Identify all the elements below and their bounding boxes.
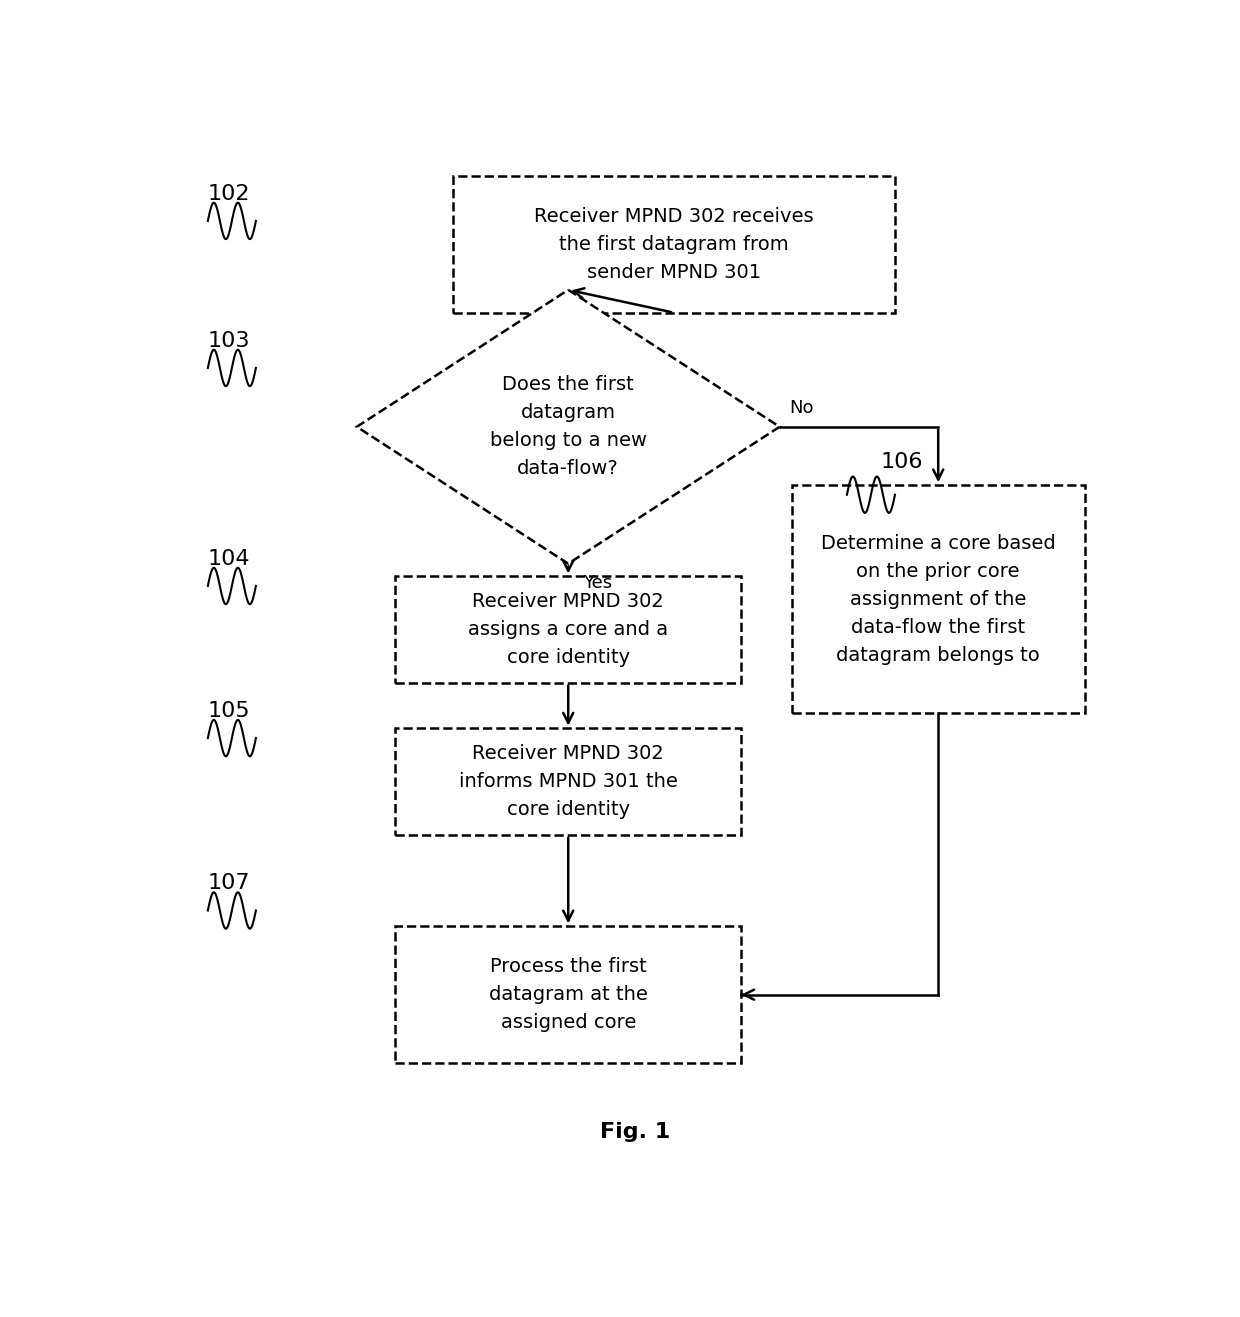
Text: 102: 102 xyxy=(208,183,250,204)
Polygon shape xyxy=(357,290,780,564)
Text: Does the first
datagram
belong to a new
data-flow?: Does the first datagram belong to a new … xyxy=(490,375,647,478)
FancyBboxPatch shape xyxy=(396,577,742,682)
Text: 103: 103 xyxy=(208,331,250,350)
Text: Yes: Yes xyxy=(583,574,611,591)
Text: Receiver MPND 302
assigns a core and a
core identity: Receiver MPND 302 assigns a core and a c… xyxy=(469,593,668,668)
Text: Process the first
datagram at the
assigned core: Process the first datagram at the assign… xyxy=(489,957,647,1033)
Text: Receiver MPND 302 receives
the first datagram from
sender MPND 301: Receiver MPND 302 receives the first dat… xyxy=(534,207,813,282)
FancyBboxPatch shape xyxy=(396,926,742,1063)
Text: 107: 107 xyxy=(208,873,250,893)
Text: 104: 104 xyxy=(208,549,250,569)
FancyBboxPatch shape xyxy=(791,485,1085,714)
Text: Receiver MPND 302
informs MPND 301 the
core identity: Receiver MPND 302 informs MPND 301 the c… xyxy=(459,744,678,819)
FancyBboxPatch shape xyxy=(396,728,742,835)
Text: 106: 106 xyxy=(880,453,923,473)
Text: 105: 105 xyxy=(208,701,250,720)
Text: No: No xyxy=(789,399,813,416)
FancyBboxPatch shape xyxy=(453,175,895,312)
Text: Determine a core based
on the prior core
assignment of the
data-flow the first
d: Determine a core based on the prior core… xyxy=(821,533,1055,665)
Text: Fig. 1: Fig. 1 xyxy=(600,1122,671,1142)
